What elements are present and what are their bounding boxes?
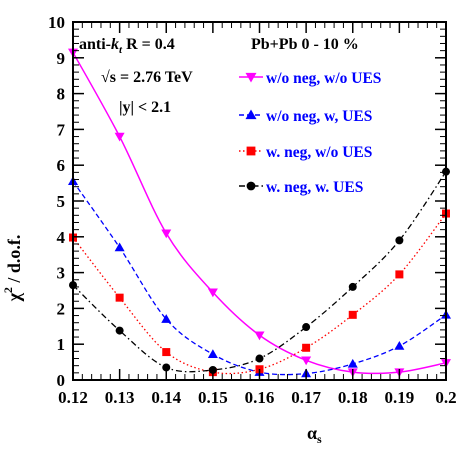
y-tick-label: 8 — [57, 85, 66, 104]
energy-label: √s = 2.76 TeV — [101, 69, 193, 86]
legend-marker — [246, 146, 256, 156]
y-tick-label: 7 — [57, 120, 66, 139]
y-tick-label: 9 — [57, 49, 66, 68]
series-3-point — [395, 270, 404, 279]
collision-system-label: Pb+Pb 0 - 10 % — [251, 36, 359, 53]
legend-marker — [246, 181, 256, 191]
x-tick-label: 0.19 — [385, 388, 415, 407]
legend: w/o neg, w/o UES w/o neg, w, UES w. neg, w… — [239, 70, 381, 196]
y-tick-label: 5 — [57, 192, 66, 211]
tick-labels: 0.12 0.13 0.14 0.15 0.16 0.17 0.18 0.19 0.2 0 1 2 3 4… — [48, 13, 457, 407]
x-tick-label: 0.2 — [435, 388, 456, 407]
x-tick-label: 0.16 — [245, 388, 275, 407]
series-4-point — [395, 236, 404, 245]
series-2-point — [161, 314, 172, 323]
series-1-point — [301, 356, 312, 366]
y-tick-label: 10 — [48, 13, 65, 32]
x-tick-label: 0.18 — [338, 388, 368, 407]
series-3-point — [348, 310, 357, 319]
x-axis-title: αs — [307, 423, 322, 446]
y-tick-label: 3 — [57, 264, 66, 283]
series-line-3 — [72, 213, 447, 375]
y-tick-label: 2 — [57, 299, 66, 318]
x-tick-label: 0.17 — [291, 388, 321, 407]
y-axis-title: χ2 / d.o.f. — [1, 235, 24, 303]
series-line-4 — [72, 171, 447, 373]
series-2-point — [114, 242, 125, 252]
y-tick-label: 1 — [57, 335, 66, 354]
legend-label: w. neg, w. UES — [266, 179, 363, 196]
series-4-point — [115, 326, 124, 335]
series-2-point — [394, 340, 405, 350]
markers — [68, 48, 451, 378]
series-2-point — [347, 358, 358, 368]
series-line-2 — [72, 180, 447, 376]
series-line-1 — [72, 52, 447, 375]
series-2-point — [207, 349, 218, 358]
series-4-point — [255, 354, 264, 363]
legend-label: w/o neg, w, UES — [266, 108, 372, 125]
series-1-point — [254, 331, 265, 341]
legend-label: w/o neg, w/o UES — [266, 70, 381, 87]
x-tick-label: 0.13 — [105, 388, 135, 407]
series-3-point — [115, 293, 124, 302]
legend-marker — [245, 72, 257, 83]
y-tick-label: 0 — [57, 371, 66, 390]
algorithm-label: anti-kt R = 0.4 — [79, 36, 175, 56]
legend-label: w. neg, w/o UES — [266, 144, 372, 161]
series-4-point — [348, 282, 357, 291]
series-4-point — [162, 363, 171, 372]
series-3-point — [302, 343, 311, 352]
series-1-point — [207, 288, 218, 298]
series-1-point — [114, 132, 125, 142]
series-1-point — [161, 229, 172, 239]
series-3-point — [162, 348, 171, 357]
x-tick-label: 0.12 — [58, 388, 88, 407]
legend-marker — [245, 109, 257, 120]
ticks — [72, 21, 447, 381]
rapidity-label: |y| < 2.1 — [119, 99, 171, 116]
y-tick-label: 4 — [57, 228, 66, 247]
series-4-point — [302, 323, 311, 332]
y-tick-label: 6 — [57, 156, 66, 175]
x-tick-label: 0.15 — [198, 388, 228, 407]
x-tick-label: 0.14 — [151, 388, 181, 407]
